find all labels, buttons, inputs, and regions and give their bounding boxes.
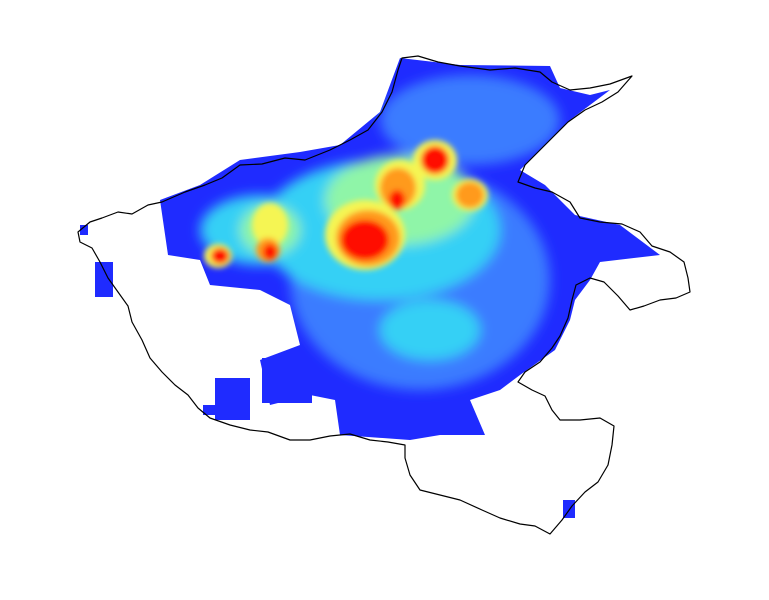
heat-blob-red: [341, 220, 389, 260]
heat-blob-yellow: [252, 203, 288, 247]
heat-blob-orange: [380, 168, 416, 208]
heat-islands: [80, 225, 575, 518]
heat-blob-red: [263, 244, 277, 260]
heat-blob-red: [211, 248, 229, 264]
heat-island: [215, 378, 250, 420]
heat-blob-lightblue: [380, 75, 560, 165]
heat-blob-red: [421, 146, 449, 174]
heat-island: [95, 262, 113, 297]
heat-island: [80, 225, 88, 235]
heat-blob-red: [389, 190, 405, 210]
region-outline: [77, 55, 691, 535]
heat-island: [262, 358, 312, 403]
heat-island: [203, 405, 218, 415]
heat-blob-cyan: [380, 300, 480, 360]
heat-blob-orange: [456, 182, 484, 208]
